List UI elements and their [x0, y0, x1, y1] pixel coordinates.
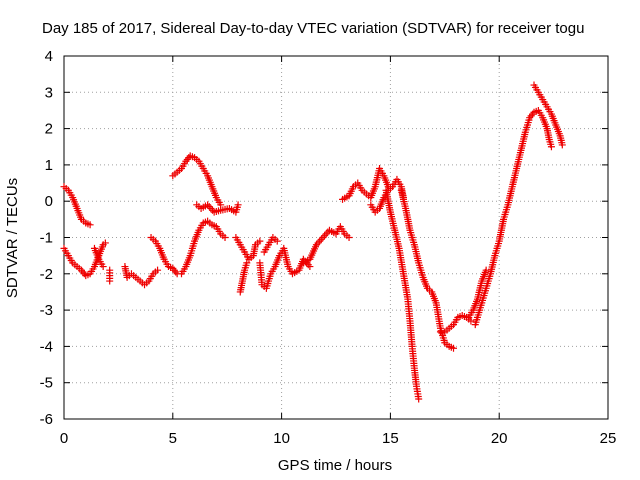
y-tick-label: -6 [40, 411, 53, 428]
series-e2 [339, 165, 392, 203]
data-point [234, 201, 242, 209]
data-point [256, 237, 264, 245]
series-a2 [60, 239, 109, 280]
series-e1 [299, 223, 353, 267]
data-point [558, 141, 566, 149]
data-point [316, 237, 324, 245]
data-point [321, 232, 329, 240]
series-d2 [236, 259, 251, 296]
data-point [209, 206, 217, 214]
y-tick-label: 1 [45, 157, 53, 174]
data-series [60, 81, 566, 403]
data-point [243, 259, 251, 267]
y-tick-label: -3 [40, 302, 53, 319]
data-point [482, 266, 490, 274]
data-point [319, 234, 327, 241]
series-c3 [193, 201, 242, 216]
chart-title: Day 185 of 2017, Sidereal Day-to-day VTE… [42, 20, 584, 37]
y-axis-title: SDTVAR / TECUs [4, 178, 21, 298]
y-tick-label: 4 [45, 48, 53, 65]
series-b1 [106, 266, 114, 285]
data-point [317, 235, 325, 243]
data-point [273, 237, 281, 245]
x-tick-label: 10 [273, 430, 290, 447]
data-point [86, 221, 94, 229]
data-point [324, 228, 332, 236]
data-point [154, 266, 162, 274]
data-point [450, 344, 458, 352]
series-c2 [169, 152, 225, 209]
x-tick-label: 20 [491, 430, 508, 447]
series-d4 [260, 234, 281, 256]
data-point [306, 263, 314, 271]
x-tick-label: 0 [60, 430, 68, 447]
series-f2 [397, 186, 458, 352]
series-d3 [256, 244, 314, 292]
y-tick-label: -2 [40, 266, 53, 283]
y-tick-label: -1 [40, 230, 53, 247]
data-point [101, 239, 109, 247]
data-point [205, 203, 213, 211]
data-point [106, 277, 114, 285]
data-point [467, 317, 475, 325]
series-g1 [471, 106, 555, 329]
axis-ticks: 0 5 10 15 20 25 -6 -5 -4 -3 -2 -1 0 1 2 3 4 [40, 48, 617, 447]
data-point [221, 234, 229, 241]
data-point [415, 395, 423, 403]
series-b2 [121, 263, 162, 289]
series-a1 [60, 183, 94, 229]
y-tick-label: 2 [45, 121, 53, 138]
y-tick-label: 0 [45, 193, 53, 210]
series-f1 [382, 186, 423, 403]
y-tick-label: -4 [40, 338, 53, 355]
series-d1 [232, 234, 264, 263]
data-point [547, 143, 555, 151]
series-g3 [530, 81, 566, 149]
data-point [99, 263, 107, 271]
x-tick-label: 25 [600, 430, 617, 447]
x-tick-label: 5 [169, 430, 177, 447]
data-point [345, 234, 353, 241]
y-tick-label: 3 [45, 84, 53, 101]
series-c1 [147, 217, 229, 278]
series-g2 [465, 266, 490, 321]
grid [64, 56, 608, 419]
x-tick-label: 15 [382, 430, 399, 447]
series-a3 [90, 244, 107, 271]
x-axis-title: GPS time / hours [278, 457, 392, 474]
series-f3 [436, 312, 475, 336]
y-tick-label: -5 [40, 375, 53, 392]
